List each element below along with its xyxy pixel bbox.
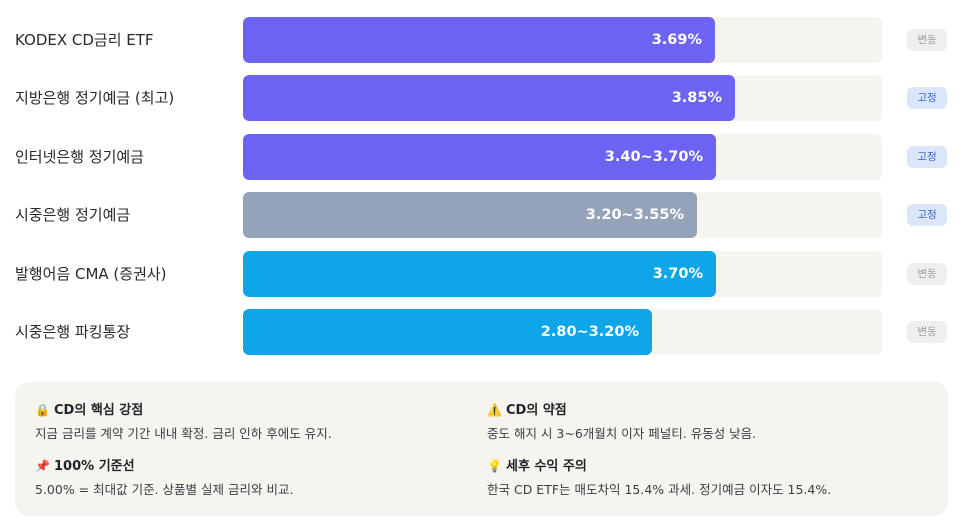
note-tax-warning: 💡 세후 수익 주의 한국 CD ETF는 매도차익 15.4% 과세. 정기예금…: [487, 457, 917, 499]
note-body: 중도 해지 시 3~6개월치 이자 페널티. 유동성 낮음.: [487, 426, 757, 441]
bar-track: 3.69%: [243, 17, 882, 63]
bar: 3.40~3.70%: [243, 133, 716, 180]
bar-value-label: 3.85%: [671, 90, 722, 107]
row-label: 지방은행 정기예금 (최고): [15, 89, 175, 108]
rate-comparison-chart: KODEX CD금리 ETF 3.69% 변동 지방은행 정기예금 (최고) 3.85%…: [0, 17, 966, 355]
bar-track: 3.20~3.55%: [243, 192, 882, 239]
chart-row: 발행어음 CMA (증권사) 3.70% 변동: [0, 250, 966, 297]
bar-value-label: 3.40~3.70%: [604, 148, 703, 165]
row-label: 시중은행 정기예금: [15, 206, 131, 225]
bar-track: 3.85%: [243, 75, 882, 122]
note-title-text: CD의 약점: [506, 403, 567, 418]
chart-row: KODEX CD금리 ETF 3.69% 변동: [0, 17, 966, 63]
pushpin-icon: 📌: [35, 459, 50, 473]
note-title: 📌 100% 기준선: [35, 457, 465, 475]
bar: 3.70%: [243, 250, 716, 297]
note-title: 🔒 CD의 핵심 강점: [35, 401, 465, 419]
bar: 3.69%: [243, 17, 715, 63]
fixed-rate-badge: 고정: [907, 87, 947, 110]
fixed-rate-badge: 고정: [907, 204, 947, 227]
note-title-text: 100% 기준선: [54, 459, 135, 474]
note-body: 한국 CD ETF는 매도차익 15.4% 과세. 정기예금 이자도 15.4%…: [487, 482, 832, 497]
bar-value-label: 3.70%: [652, 265, 703, 282]
row-label: 시중은행 파킹통장: [15, 323, 131, 341]
fixed-rate-badge: 고정: [907, 145, 947, 168]
variable-rate-badge: 변동: [907, 29, 947, 51]
bar: 3.20~3.55%: [243, 192, 697, 239]
bar: 2.80~3.20%: [243, 309, 652, 355]
note-body: 5.00% = 최대값 기준. 상품별 실제 금리와 비교.: [35, 482, 294, 497]
note-baseline: 📌 100% 기준선 5.00% = 최대값 기준. 상품별 실제 금리와 비교.: [35, 457, 465, 499]
row-label: 발행어음 CMA (증권사): [15, 264, 167, 283]
variable-rate-badge: 변동: [907, 321, 947, 343]
lightbulb-icon: 💡: [487, 459, 502, 473]
bar-track: 3.70%: [243, 250, 882, 297]
warning-icon: ⚠️: [487, 403, 502, 417]
bar-track: 2.80~3.20%: [243, 309, 882, 355]
bar-value-label: 3.20~3.55%: [585, 207, 684, 224]
notes-panel: 🔒 CD의 핵심 강점 지금 금리를 계약 기간 내내 확정. 금리 인하 후에도…: [15, 382, 948, 516]
bar-track: 3.40~3.70%: [243, 133, 882, 180]
bar: 3.85%: [243, 75, 735, 122]
row-label: KODEX CD금리 ETF: [15, 31, 154, 49]
chart-row: 시중은행 정기예금 3.20~3.55% 고정: [0, 192, 966, 239]
note-title: ⚠️ CD의 약점: [487, 401, 917, 419]
chart-row: 지방은행 정기예금 (최고) 3.85% 고정: [0, 75, 966, 122]
note-cd-strength: 🔒 CD의 핵심 강점 지금 금리를 계약 기간 내내 확정. 금리 인하 후에도…: [35, 401, 465, 443]
chart-row: 시중은행 파킹통장 2.80~3.20% 변동: [0, 309, 966, 355]
note-title: 💡 세후 수익 주의: [487, 457, 917, 475]
bar-value-label: 2.80~3.20%: [540, 324, 639, 340]
bar-value-label: 3.69%: [651, 32, 702, 48]
lock-icon: 🔒: [35, 403, 50, 417]
note-cd-weakness: ⚠️ CD의 약점 중도 해지 시 3~6개월치 이자 페널티. 유동성 낮음.: [487, 401, 917, 443]
chart-row: 인터넷은행 정기예금 3.40~3.70% 고정: [0, 133, 966, 180]
note-title-text: 세후 수익 주의: [506, 459, 587, 474]
row-label: 인터넷은행 정기예금: [15, 147, 144, 166]
note-title-text: CD의 핵심 강점: [54, 403, 144, 418]
variable-rate-badge: 변동: [907, 262, 947, 285]
note-body: 지금 금리를 계약 기간 내내 확정. 금리 인하 후에도 유지.: [35, 426, 332, 441]
